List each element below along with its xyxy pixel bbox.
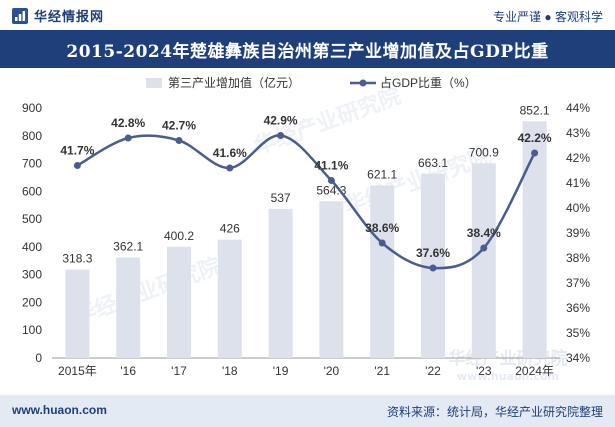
line-labels: 41.7% 42.8% 42.7% 41.6% 42.9% 41.1% 38.6% 37.6%…	[60, 114, 552, 261]
bar	[319, 201, 344, 358]
line-point	[73, 162, 81, 169]
y-left-tick-label: 700	[22, 157, 42, 171]
legend-line-marker	[359, 79, 367, 87]
x-tick-label: '21	[374, 364, 390, 378]
y-right-tick-label: 43%	[566, 126, 590, 140]
y-right-tick-label: 41%	[566, 176, 590, 190]
brand-logo-icon	[12, 7, 28, 24]
x-tick-label: '17	[171, 364, 187, 378]
y-left-tick-label: 100	[22, 323, 42, 337]
line-value-label: 41.1%	[314, 159, 348, 173]
top-bar: 华经情报网 专业严谨 ● 客观科学	[0, 0, 615, 30]
legend-bar-label: 第三产业增加值（亿元）	[168, 75, 300, 90]
line-point	[531, 149, 539, 157]
y-right-tick-label: 34%	[566, 351, 590, 365]
brand: 华经情报网	[12, 6, 104, 25]
line-value-label: 41.6%	[213, 146, 247, 160]
x-tick-label: 2015年	[58, 364, 97, 378]
axes: 0 100 200 300 400 500 600 700 800 900 34% 35% 36% 37%…	[22, 101, 590, 378]
watermark-text: 华经产业研究院	[71, 253, 225, 330]
line-point	[378, 239, 386, 247]
y-right-tick-label: 44%	[566, 101, 590, 115]
legend-line-label: 占GDP比重（%）	[380, 75, 477, 90]
line-point	[124, 134, 132, 142]
bar	[116, 257, 141, 358]
y-left-tick-label: 200	[22, 295, 42, 309]
line-point	[429, 264, 437, 272]
footer-website: www.huaon.com	[12, 403, 107, 417]
chart-title: 2015-2024年楚雄彝族自治州第三产业增加值及占GDP比重	[66, 41, 549, 62]
bar	[217, 239, 242, 358]
y-left-tick-label: 900	[22, 101, 42, 115]
brand-name: 华经情报网	[34, 9, 105, 24]
tagline: 专业严谨 ● 客观科学	[493, 10, 603, 24]
title-bar: 2015-2024年楚雄彝族自治州第三产业增加值及占GDP比重	[0, 30, 615, 68]
line-series	[73, 132, 539, 272]
bar-series	[65, 121, 547, 358]
bar-value-label: 426	[220, 222, 240, 236]
line-value-label: 38.4%	[467, 226, 501, 240]
line-path	[76, 134, 536, 270]
x-tick-label: '18	[222, 364, 238, 378]
bar	[370, 185, 395, 358]
y-right-tick-label: 35%	[566, 326, 590, 340]
y-left-tick-label: 0	[35, 351, 42, 365]
bar-value-label: 537	[271, 191, 291, 205]
line-point	[175, 137, 183, 144]
footer-source: 资料来源：统计局，华经产业研究院整理	[386, 405, 603, 419]
y-left-tick-label: 400	[22, 240, 42, 254]
chart-area: 华经产业研究院华经产业研究院华经产业研究院华经产业研究院www.huaon.co…	[22, 75, 590, 383]
bar	[268, 208, 293, 358]
bar-labels: 318.3 362.1 400.2 426 537 564.3 621.1 663.1 700.…	[62, 103, 550, 265]
line-value-label: 38.6%	[365, 221, 399, 235]
y-right-tick-label: 36%	[566, 301, 590, 315]
bar-value-label: 852.1	[520, 103, 550, 117]
line-point	[277, 132, 285, 139]
line-value-label: 42.9%	[264, 114, 298, 128]
line-value-label: 42.2%	[518, 131, 552, 145]
y-left-tick-label: 300	[22, 268, 42, 282]
y-right-tick-label: 38%	[566, 251, 590, 265]
line-value-label: 42.7%	[162, 119, 196, 133]
bar	[167, 246, 191, 358]
legend-bar-swatch	[146, 78, 162, 88]
bar-value-label: 400.2	[164, 229, 194, 243]
x-tick-label: '20	[324, 364, 340, 378]
line-value-label: 42.8%	[111, 116, 145, 130]
y-left-tick-label: 800	[22, 129, 42, 143]
bar-value-label: 663.1	[418, 156, 448, 170]
bar	[65, 269, 90, 358]
x-tick-label: 2024年	[515, 364, 554, 378]
x-tick-label: '16	[120, 364, 136, 378]
watermark-url: www.huaon.com	[457, 370, 559, 383]
bar	[471, 163, 496, 358]
line-point	[327, 177, 335, 184]
bar-value-label: 362.1	[113, 239, 143, 253]
line-value-label: 37.6%	[416, 246, 450, 260]
x-tick-label: '19	[273, 364, 289, 378]
y-left-tick-label: 600	[22, 184, 42, 198]
x-tick-label: '22	[425, 364, 441, 378]
y-right-tick-label: 40%	[566, 201, 590, 215]
line-point	[226, 164, 234, 172]
y-right-tick-label: 39%	[566, 226, 590, 240]
bar-value-label: 700.9	[469, 145, 499, 159]
bar-value-label: 564.3	[316, 183, 346, 197]
y-right-tick-label: 42%	[566, 151, 590, 165]
bar-value-label: 318.3	[62, 252, 92, 266]
line-point	[480, 244, 488, 252]
y-right-tick-label: 37%	[566, 276, 590, 290]
bar-value-label: 621.1	[367, 167, 397, 181]
line-value-label: 41.7%	[60, 144, 94, 158]
bar	[522, 121, 547, 358]
y-left-tick-label: 500	[22, 212, 42, 226]
legend: 第三产业增加值（亿元） 占GDP比重（%）	[146, 75, 477, 90]
x-tick-label: '23	[476, 364, 492, 378]
footer: www.huaon.com 资料来源：统计局，华经产业研究院整理	[0, 395, 615, 427]
